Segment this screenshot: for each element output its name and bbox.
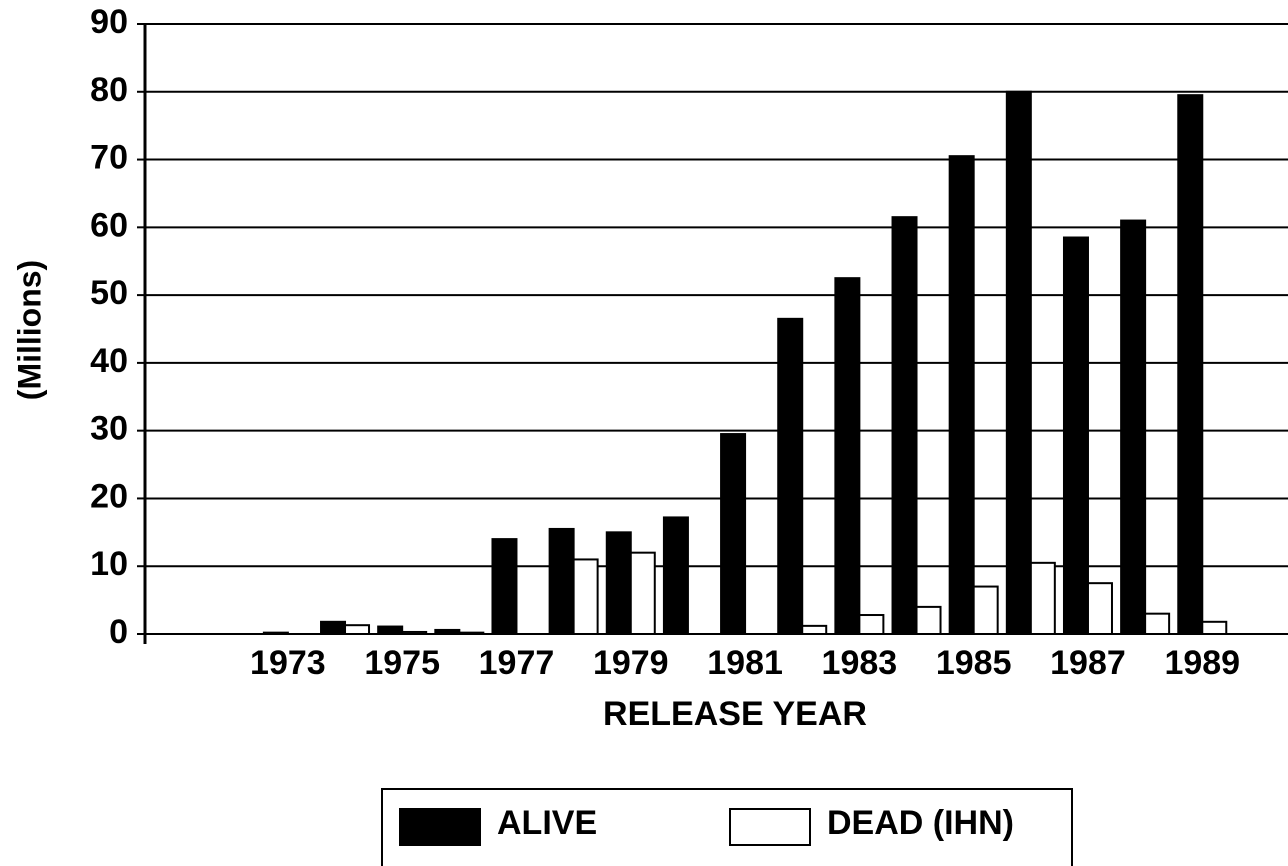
bar <box>629 551 656 636</box>
bar <box>1177 94 1204 635</box>
y-tick-label: 10 <box>90 545 128 583</box>
bar <box>834 277 861 635</box>
x-tick-label: 1989 <box>1164 644 1240 682</box>
bar <box>972 585 999 635</box>
y-tick-label: 90 <box>90 3 128 41</box>
bar <box>262 631 289 636</box>
bar <box>1005 90 1032 636</box>
bar <box>720 433 747 635</box>
bar <box>1201 620 1228 635</box>
bar <box>458 631 485 636</box>
y-tick-label: 60 <box>90 206 128 244</box>
y-tick-label: 20 <box>90 477 128 515</box>
x-tick-label: 1979 <box>593 644 669 682</box>
y-tick-label: 0 <box>109 613 128 651</box>
bar <box>377 625 404 635</box>
y-tick-label: 80 <box>90 71 128 109</box>
bar <box>1120 219 1147 636</box>
y-tick-label: 70 <box>90 139 128 177</box>
legend-label: ALIVE <box>497 804 597 842</box>
legend-box <box>381 788 1073 866</box>
bar <box>801 624 828 635</box>
legend-swatch <box>399 808 481 846</box>
bar <box>320 620 347 635</box>
bar <box>491 538 518 635</box>
x-tick-label: 1981 <box>707 644 783 682</box>
bar <box>401 630 428 636</box>
y-tick-label: 30 <box>90 410 128 448</box>
y-tick-label: 40 <box>90 342 128 380</box>
bar <box>891 216 918 636</box>
legend-swatch <box>729 808 811 846</box>
bar <box>1086 582 1113 636</box>
bar <box>1144 612 1171 636</box>
x-tick-label: 1977 <box>479 644 555 682</box>
x-tick-label: 1975 <box>364 644 440 682</box>
bar <box>605 531 632 635</box>
legend-label: DEAD (IHN) <box>827 804 1014 842</box>
bar <box>948 155 975 636</box>
bar <box>1062 236 1089 635</box>
bar <box>858 614 885 635</box>
bar <box>548 527 575 636</box>
x-tick-label: 1983 <box>822 644 898 682</box>
x-axis-label: RELEASE YEAR <box>603 695 867 733</box>
bar <box>915 605 942 636</box>
bar <box>434 628 461 636</box>
x-tick-label: 1985 <box>936 644 1012 682</box>
y-tick-label: 50 <box>90 274 128 312</box>
y-axis-label: (Millions) <box>11 260 47 400</box>
bar <box>344 624 371 636</box>
bar <box>777 317 804 635</box>
x-tick-label: 1973 <box>250 644 326 682</box>
bar <box>572 558 599 636</box>
bar <box>662 516 689 636</box>
bar <box>1029 561 1056 635</box>
x-tick-label: 1987 <box>1050 644 1126 682</box>
